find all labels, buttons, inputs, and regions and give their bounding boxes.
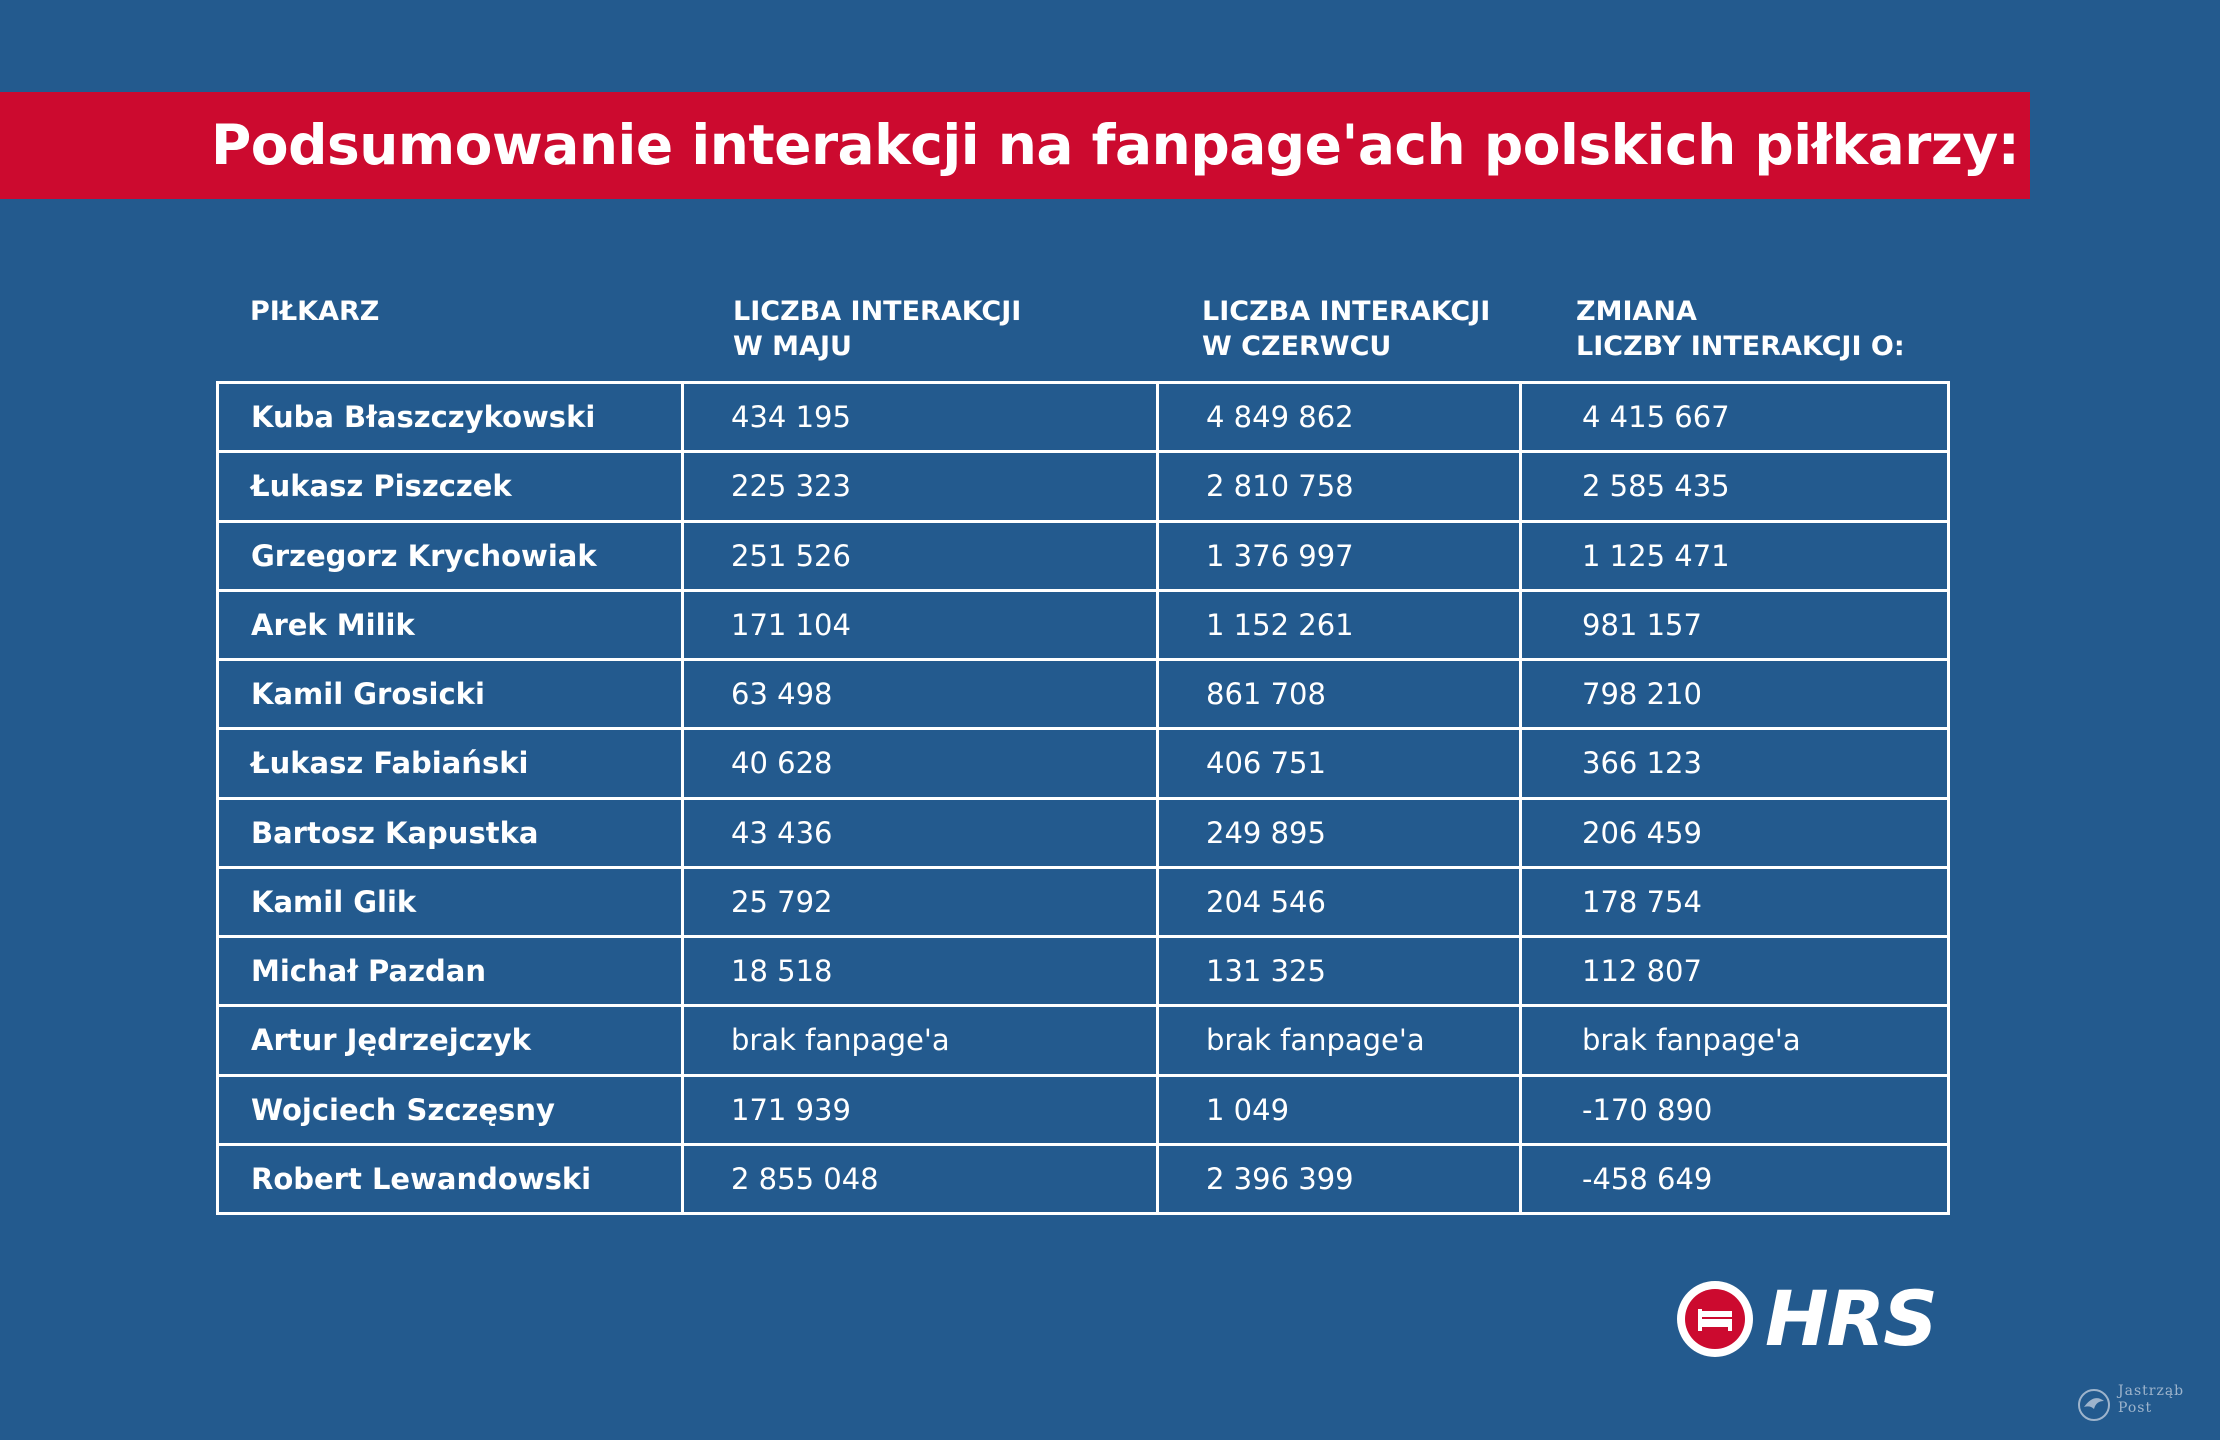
change-cell: 981 157 [1519, 588, 1950, 662]
june-interactions-cell: 4 849 862 [1156, 380, 1522, 454]
table-row: Łukasz Piszczek 225 323 2 810 758 2 585 43… [216, 450, 1950, 523]
change-cell: -170 890 [1519, 1073, 1950, 1146]
may-interactions-cell: 434 195 [681, 380, 1159, 454]
table-row: Michał Pazdan 18 518 131 325 112 807 [216, 934, 1950, 1008]
table-row: Grzegorz Krychowiak 251 526 1 376 997 1 125… [216, 519, 1950, 592]
may-interactions-cell: 18 518 [681, 934, 1159, 1008]
june-interactions-cell: 861 708 [1156, 657, 1522, 731]
june-interactions-cell: 1 152 261 [1156, 588, 1522, 662]
player-name-cell: Łukasz Piszczek [216, 450, 684, 523]
table-row: Kuba Błaszczykowski 434 195 4 849 862 4 415… [216, 380, 1950, 454]
column-header-june: LICZBA INTERAKCJI W CZERWCU [1202, 296, 1491, 362]
change-cell: 112 807 [1519, 934, 1950, 1008]
table-row: Kamil Grosicki 63 498 861 708 798 210 [216, 657, 1950, 731]
may-interactions-cell: 25 792 [681, 865, 1159, 939]
change-cell: 4 415 667 [1519, 380, 1950, 454]
player-name-cell: Michał Pazdan [216, 934, 684, 1008]
change-cell: 366 123 [1519, 727, 1950, 800]
june-interactions-cell: 1 049 [1156, 1073, 1522, 1146]
june-interactions-cell: 1 376 997 [1156, 519, 1522, 592]
table-row: Wojciech Szczęsny 171 939 1 049 -170 890 [216, 1073, 1950, 1146]
watermark: Jastrząb Post [2076, 1383, 2206, 1423]
may-interactions-cell: 2 855 048 [681, 1142, 1159, 1216]
table-row: Arek Milik 171 104 1 152 261 981 157 [216, 588, 1950, 662]
may-interactions-cell: 43 436 [681, 796, 1159, 869]
change-cell: 206 459 [1519, 796, 1950, 869]
june-interactions-cell: 204 546 [1156, 865, 1522, 939]
player-name-cell: Artur Jędrzejczyk [216, 1004, 684, 1077]
may-interactions-cell: 225 323 [681, 450, 1159, 523]
player-name-cell: Grzegorz Krychowiak [216, 519, 684, 592]
change-cell: brak fanpage'a [1519, 1004, 1950, 1077]
may-interactions-cell: 63 498 [681, 657, 1159, 731]
table-row: Artur Jędrzejczyk brak fanpage'a brak fanp… [216, 1004, 1950, 1077]
column-header-player: PIŁKARZ [250, 296, 380, 327]
may-interactions-cell: 251 526 [681, 519, 1159, 592]
player-name-cell: Kamil Grosicki [216, 657, 684, 731]
change-cell: 798 210 [1519, 657, 1950, 731]
title-banner: Podsumowanie interakcji na fanpage'ach p… [0, 92, 2030, 199]
column-header-change: ZMIANA LICZBY INTERAKCJI O: [1576, 296, 1905, 362]
june-interactions-cell: 131 325 [1156, 934, 1522, 1008]
change-cell: -458 649 [1519, 1142, 1950, 1216]
player-name-cell: Robert Lewandowski [216, 1142, 684, 1216]
bed-icon [1677, 1281, 1753, 1357]
column-header-may: LICZBA INTERAKCJI W MAJU [733, 296, 1022, 362]
table-row: Kamil Glik 25 792 204 546 178 754 [216, 865, 1950, 939]
may-interactions-cell: 171 104 [681, 588, 1159, 662]
logo-text: HRS [1765, 1274, 1938, 1363]
player-name-cell: Arek Milik [216, 588, 684, 662]
change-cell: 1 125 471 [1519, 519, 1950, 592]
june-interactions-cell: brak fanpage'a [1156, 1004, 1522, 1077]
page-title: Podsumowanie interakcji na fanpage'ach p… [211, 113, 2020, 177]
table-row: Robert Lewandowski 2 855 048 2 396 399 -458… [216, 1142, 1950, 1216]
player-name-cell: Łukasz Fabiański [216, 727, 684, 800]
hawk-icon [2078, 1389, 2110, 1421]
hrs-logo: HRS [1677, 1275, 1947, 1363]
interactions-table: Kuba Błaszczykowski 434 195 4 849 862 4 415… [216, 380, 1950, 1216]
june-interactions-cell: 2 810 758 [1156, 450, 1522, 523]
june-interactions-cell: 406 751 [1156, 727, 1522, 800]
table-row: Łukasz Fabiański 40 628 406 751 366 123 [216, 727, 1950, 800]
player-name-cell: Wojciech Szczęsny [216, 1073, 684, 1146]
player-name-cell: Kamil Glik [216, 865, 684, 939]
table-row: Bartosz Kapustka 43 436 249 895 206 459 [216, 796, 1950, 869]
may-interactions-cell: 171 939 [681, 1073, 1159, 1146]
change-cell: 2 585 435 [1519, 450, 1950, 523]
player-name-cell: Bartosz Kapustka [216, 796, 684, 869]
may-interactions-cell: 40 628 [681, 727, 1159, 800]
june-interactions-cell: 249 895 [1156, 796, 1522, 869]
may-interactions-cell: brak fanpage'a [681, 1004, 1159, 1077]
change-cell: 178 754 [1519, 865, 1950, 939]
june-interactions-cell: 2 396 399 [1156, 1142, 1522, 1216]
watermark-text: Jastrząb Post [2118, 1383, 2185, 1416]
player-name-cell: Kuba Błaszczykowski [216, 380, 684, 454]
